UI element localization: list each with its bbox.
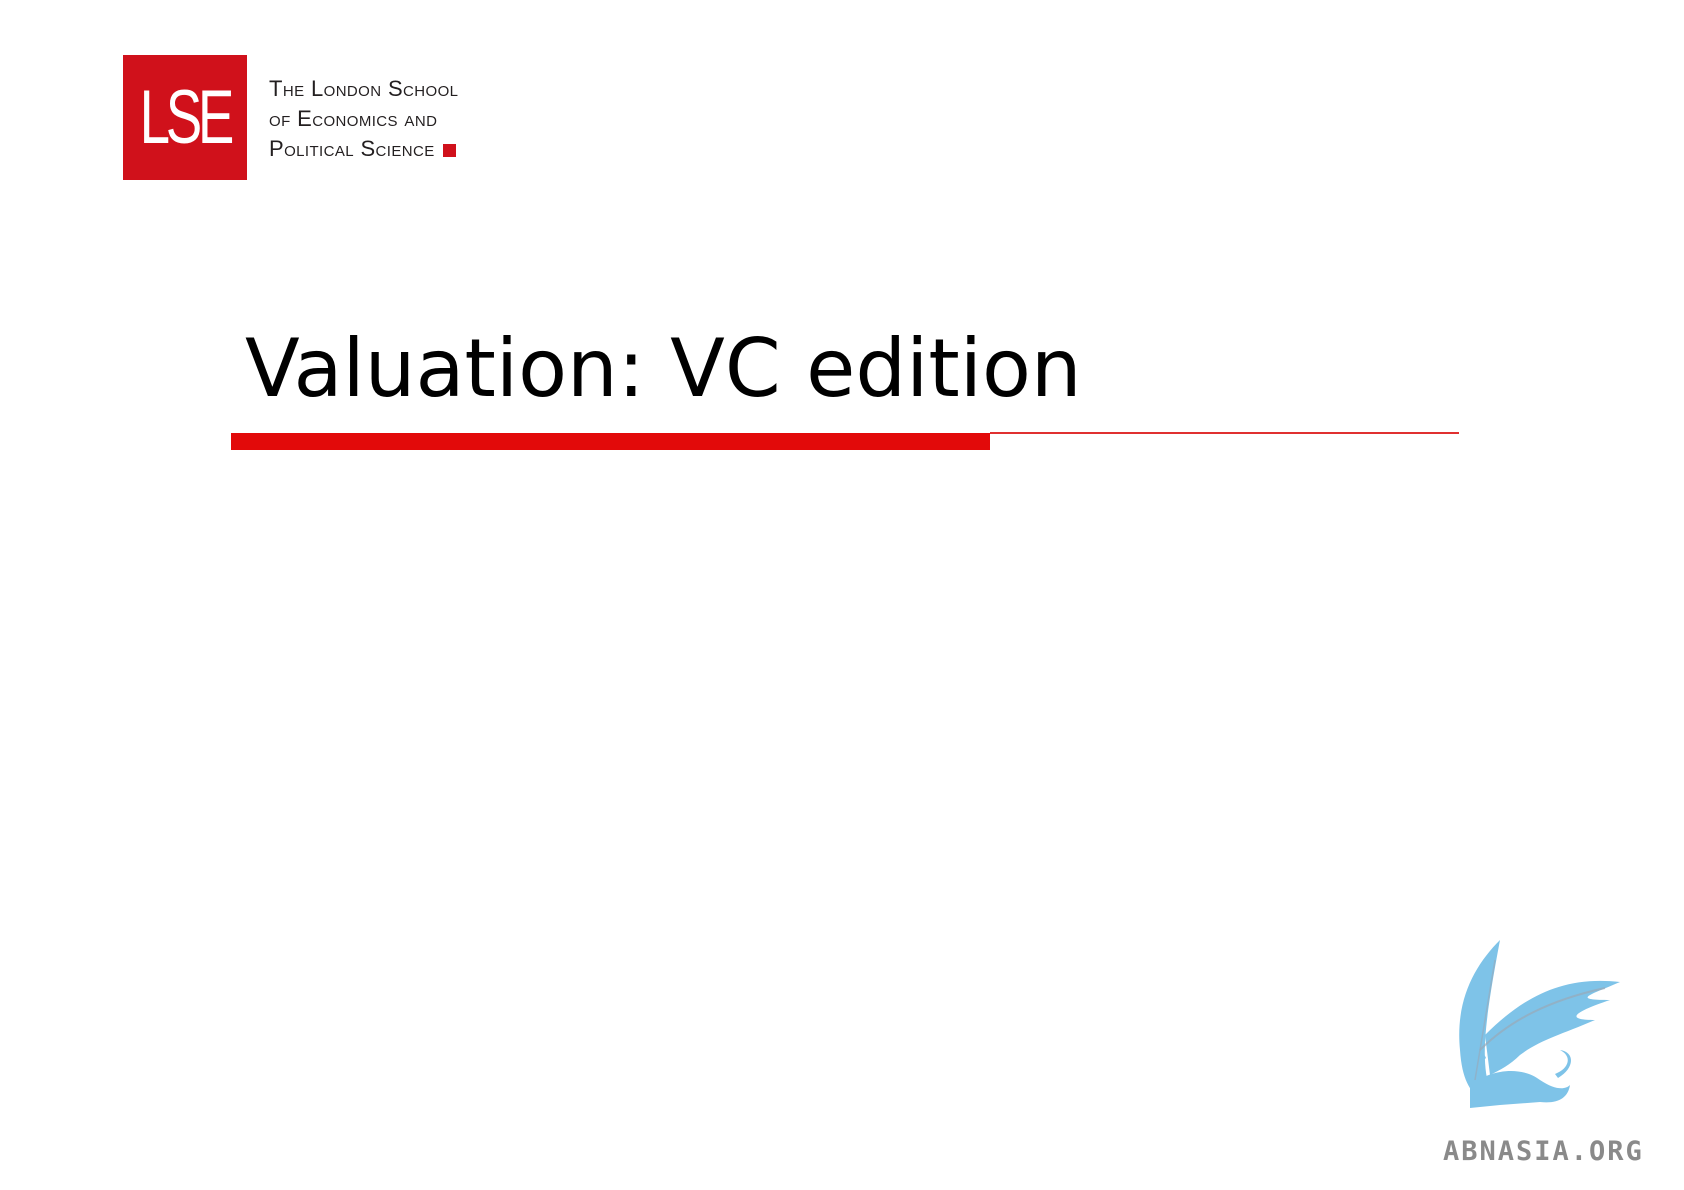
lse-wordmark: The London School of Economics and Polit… [269,74,458,164]
slide-title: Valuation: VC edition [245,322,1082,415]
logo-square-icon [442,144,456,157]
title-underline-thick [231,433,990,450]
wordmark-line-2: of Economics and [269,106,438,131]
lse-logo: LSE [123,55,247,180]
title-underline-thin [990,432,1459,434]
griffin-icon [1459,940,1620,1108]
lse-monogram: LSE [139,74,235,160]
wordmark-line-1: The London School [269,76,459,101]
watermark-text: ABNASIA.ORG [1443,1136,1644,1167]
wordmark-line-3: Political Science [269,136,435,161]
wordmark-line-3-row: Political Science [269,134,458,164]
